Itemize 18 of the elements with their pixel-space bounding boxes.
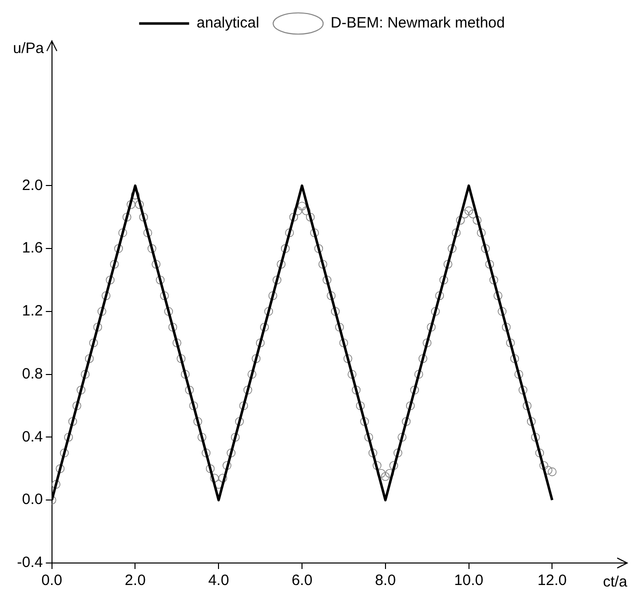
legend-label: D-BEM: Newmark method xyxy=(330,14,505,32)
y-axis-title: u/Pa xyxy=(12,40,44,58)
x-tick-label: 8.0 xyxy=(374,572,396,590)
x-axis-title: ct/a xyxy=(603,574,628,591)
y-tick-label: 1.2 xyxy=(22,302,43,320)
x-tick-label: 2.0 xyxy=(124,572,146,590)
y-tick-label: 0.0 xyxy=(22,491,43,508)
x-tick-label: 12.0 xyxy=(538,572,567,590)
x-tick-label: 4.0 xyxy=(208,572,230,590)
y-tick-label: 0.8 xyxy=(22,365,43,382)
y-tick-label: 0.4 xyxy=(22,428,43,446)
y-tick-label: -0.4 xyxy=(16,554,43,572)
y-tick-label: 2.0 xyxy=(22,176,43,194)
legend-label: analytical xyxy=(196,14,260,32)
x-tick-label: 6.0 xyxy=(292,572,312,590)
y-tick-label: 1.6 xyxy=(22,240,43,257)
x-tick-label: 10.0 xyxy=(454,572,484,590)
x-tick-label: 0.0 xyxy=(41,572,62,590)
